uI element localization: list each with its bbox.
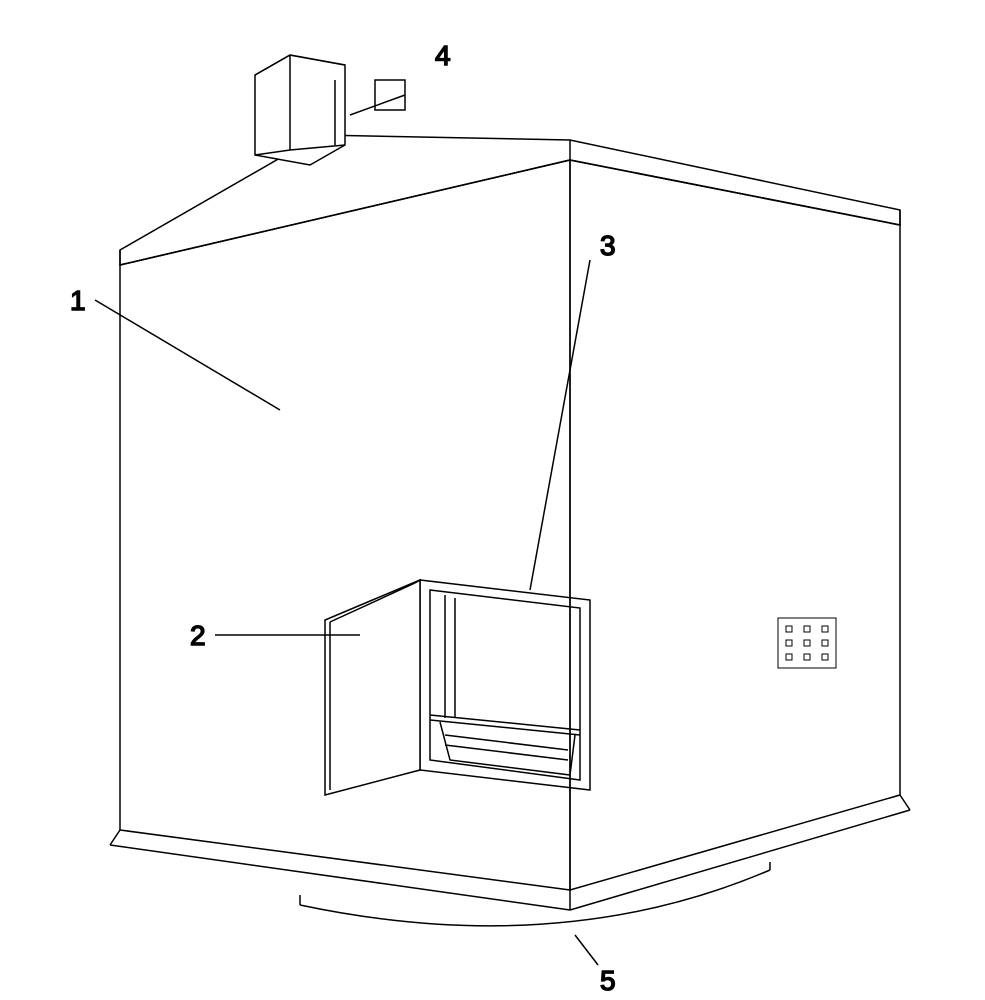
technical-diagram: 1 2 3 4 5 <box>0 0 985 1000</box>
leader-4 <box>350 95 405 115</box>
label-2: 2 <box>190 620 206 651</box>
leader-3 <box>530 260 590 590</box>
label-1: 1 <box>70 285 86 316</box>
keypad <box>778 618 836 668</box>
label-3: 3 <box>600 230 616 261</box>
label-4: 4 <box>435 40 451 71</box>
top-protrusion <box>255 55 405 165</box>
door-assembly <box>325 580 590 795</box>
callout-labels: 1 2 3 4 5 <box>70 40 616 996</box>
base-plate <box>300 870 770 926</box>
door-panel <box>325 580 420 795</box>
label-5: 5 <box>600 965 616 996</box>
leader-5 <box>575 935 598 965</box>
leader-1 <box>95 300 280 410</box>
main-body <box>110 135 910 926</box>
